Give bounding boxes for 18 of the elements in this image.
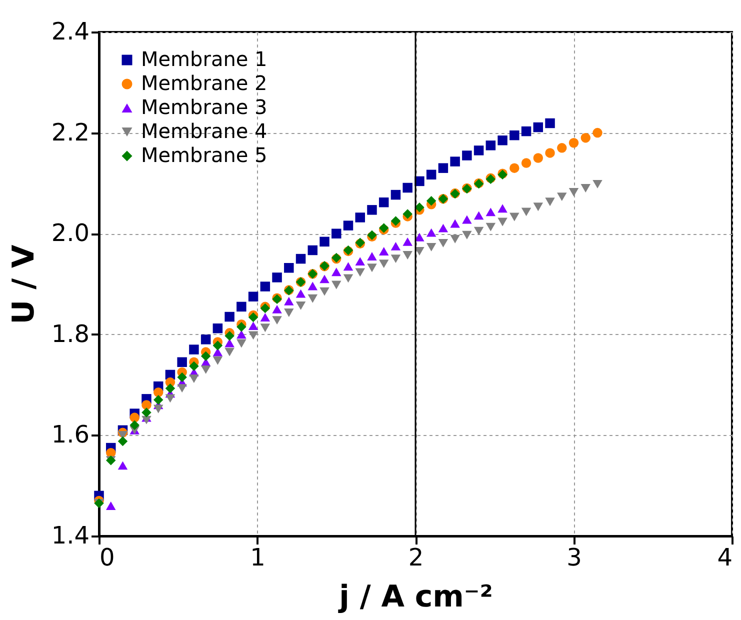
legend-label: Membrane 3 [141,95,268,119]
x-tick-label: 4 [717,544,732,572]
legend-label: Membrane 5 [141,143,268,167]
y-tick-label: 2.4 [51,18,90,46]
x-tick-label: 3 [566,544,582,572]
y-tick-label: 2.2 [51,118,90,146]
x-axis-title: j / A cm⁻² [338,580,493,614]
legend-label: Membrane 1 [141,47,268,71]
y-axis-title: U / V [6,244,42,324]
y-tick-label: 1.4 [51,522,90,550]
y-tick-label: 1.8 [51,320,90,348]
x-tick-label: 1 [250,544,266,572]
legend-label: Membrane 4 [141,119,268,143]
legend-label: Membrane 2 [141,71,268,95]
y-tick-label: 1.6 [51,420,90,449]
y-tick-label: 2.0 [51,219,90,248]
x-tick-label: 0 [100,544,115,572]
x-tick-label: 2 [408,544,424,572]
